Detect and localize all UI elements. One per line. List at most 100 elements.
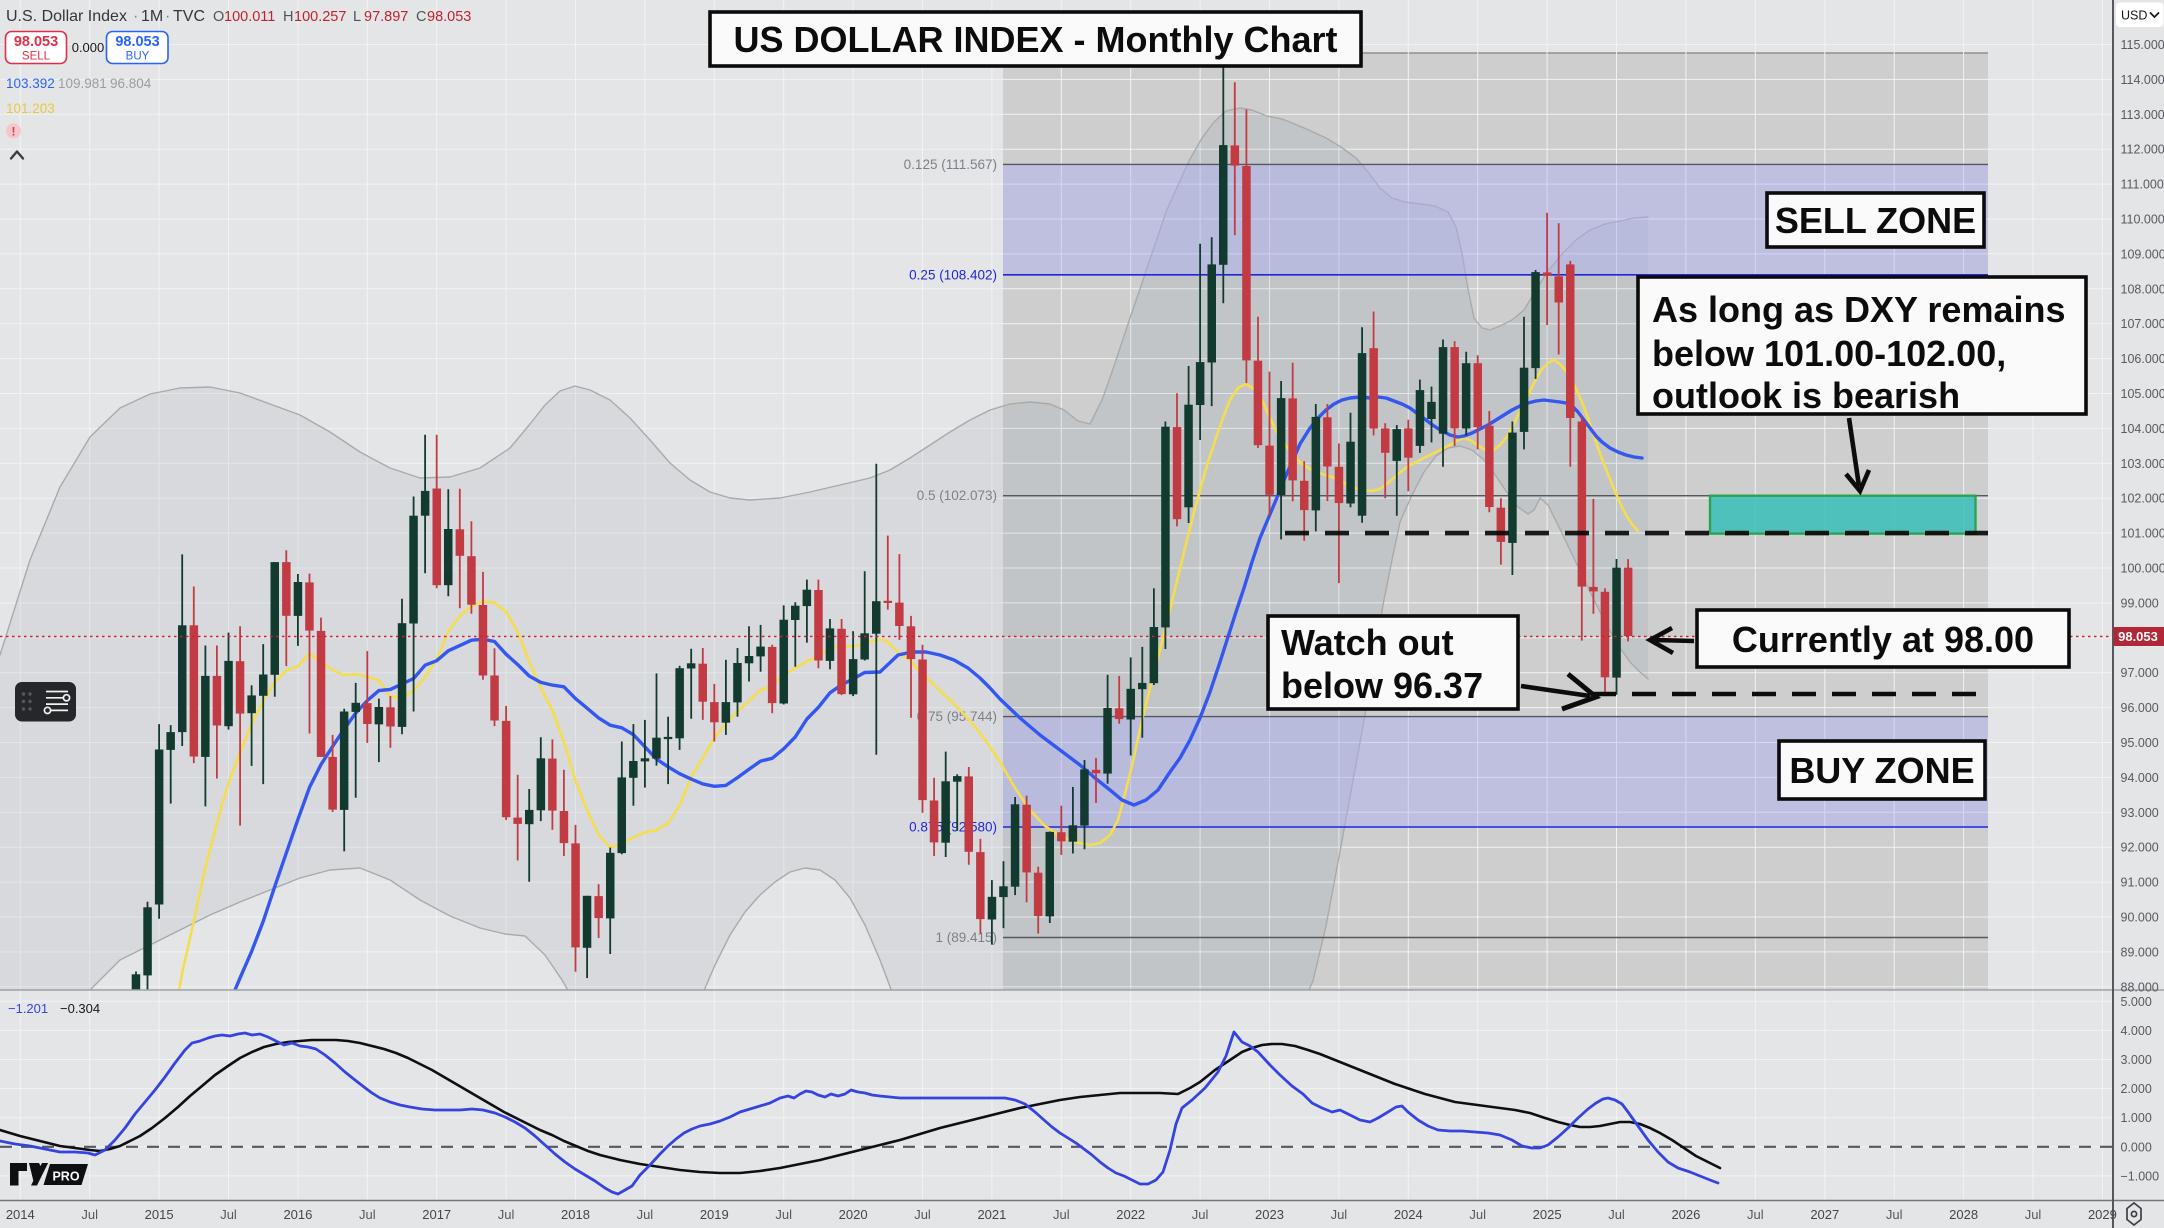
svg-text:109.981: 109.981	[58, 76, 107, 91]
svg-text:Watch out: Watch out	[1281, 622, 1454, 663]
svg-text:100.000: 100.000	[2121, 562, 2164, 576]
svg-text:107.000: 107.000	[2121, 317, 2164, 331]
svg-text:Jul: Jul	[359, 1207, 376, 1222]
svg-text:2015: 2015	[145, 1207, 174, 1222]
svg-text:93.000: 93.000	[2121, 806, 2159, 820]
svg-text:2028: 2028	[1949, 1207, 1978, 1222]
svg-text:−1.000: −1.000	[2121, 1169, 2160, 1183]
svg-text:2023: 2023	[1255, 1207, 1284, 1222]
svg-text:Jul: Jul	[220, 1207, 237, 1222]
svg-text:Jul: Jul	[1886, 1207, 1903, 1222]
svg-text:below 101.00-102.00,: below 101.00-102.00,	[1652, 333, 2006, 374]
svg-text:0.000: 0.000	[72, 40, 105, 55]
svg-text:outlook is bearish: outlook is bearish	[1652, 375, 1960, 416]
svg-text:104.000: 104.000	[2121, 422, 2164, 436]
svg-text:112.000: 112.000	[2121, 143, 2164, 157]
svg-text:3.000: 3.000	[2121, 1053, 2152, 1067]
svg-text:2027: 2027	[1810, 1207, 1839, 1222]
svg-text:2019: 2019	[700, 1207, 729, 1222]
svg-text:2018: 2018	[561, 1207, 590, 1222]
svg-text:2014: 2014	[6, 1207, 35, 1222]
svg-text:98.053: 98.053	[14, 34, 58, 50]
svg-text:115.000: 115.000	[2121, 38, 2164, 52]
svg-text:102.000: 102.000	[2121, 492, 2164, 506]
svg-text:Jul: Jul	[1747, 1207, 1764, 1222]
svg-text:0.75 (95.744): 0.75 (95.744)	[917, 709, 997, 724]
svg-text:Jul: Jul	[2025, 1207, 2042, 1222]
svg-text:BUY: BUY	[126, 51, 150, 63]
svg-text:114.000: 114.000	[2121, 73, 2164, 87]
svg-text:−1.201: −1.201	[8, 1001, 48, 1016]
svg-text:·: ·	[133, 8, 138, 25]
svg-text:0.125 (111.567): 0.125 (111.567)	[904, 157, 997, 172]
svg-text:91.000: 91.000	[2121, 876, 2159, 890]
svg-text:1M: 1M	[141, 8, 163, 25]
svg-text:O: O	[213, 9, 224, 25]
svg-text:L: L	[353, 9, 361, 25]
svg-text:Jul: Jul	[498, 1207, 515, 1222]
svg-text:1.000: 1.000	[2121, 1111, 2152, 1125]
svg-text:below 96.37: below 96.37	[1281, 665, 1483, 706]
svg-text:0.875 (92.580): 0.875 (92.580)	[909, 820, 997, 835]
svg-text:Jul: Jul	[775, 1207, 792, 1222]
svg-text:2021: 2021	[977, 1207, 1006, 1222]
svg-text:98.053: 98.053	[2118, 629, 2158, 644]
svg-text:BUY ZONE: BUY ZONE	[1789, 750, 1974, 791]
svg-text:97.897: 97.897	[364, 9, 408, 25]
svg-text:88.000: 88.000	[2121, 980, 2159, 994]
svg-text:92.000: 92.000	[2121, 841, 2159, 855]
svg-text:SELL ZONE: SELL ZONE	[1775, 200, 1976, 241]
svg-text:96.000: 96.000	[2121, 701, 2159, 715]
svg-text:Jul: Jul	[1331, 1207, 1348, 1222]
svg-text:98.053: 98.053	[115, 34, 159, 50]
svg-text:Jul: Jul	[637, 1207, 654, 1222]
svg-text:US DOLLAR INDEX - Monthly Char: US DOLLAR INDEX - Monthly Chart	[734, 19, 1338, 60]
svg-text:99.000: 99.000	[2121, 596, 2159, 610]
svg-text:2025: 2025	[1533, 1207, 1562, 1222]
svg-text:PRO: PRO	[52, 1170, 79, 1184]
svg-text:·: ·	[165, 8, 170, 25]
svg-text:2.000: 2.000	[2121, 1082, 2152, 1096]
svg-text:Jul: Jul	[81, 1207, 98, 1222]
svg-text:USD: USD	[2121, 9, 2147, 23]
svg-text:2029: 2029	[2088, 1207, 2117, 1222]
svg-text:2026: 2026	[1671, 1207, 1700, 1222]
svg-text:106.000: 106.000	[2121, 352, 2164, 366]
svg-text:2022: 2022	[1116, 1207, 1145, 1222]
svg-text:111.000: 111.000	[2121, 178, 2164, 192]
svg-text:103.392: 103.392	[6, 76, 55, 91]
svg-text:U.S. Dollar Index: U.S. Dollar Index	[6, 8, 127, 25]
svg-text:0.5 (102.073): 0.5 (102.073)	[917, 488, 997, 503]
svg-text:Jul: Jul	[1053, 1207, 1070, 1222]
svg-text:1 (89.415): 1 (89.415)	[935, 930, 997, 945]
svg-text:108.000: 108.000	[2121, 282, 2164, 296]
svg-text:0.25 (108.402): 0.25 (108.402)	[909, 267, 997, 282]
svg-text:!: !	[12, 125, 16, 139]
svg-text:2020: 2020	[839, 1207, 868, 1222]
svg-text:109.000: 109.000	[2121, 247, 2164, 261]
svg-text:As long as DXY remains: As long as DXY remains	[1652, 289, 2066, 330]
svg-text:2016: 2016	[283, 1207, 312, 1222]
svg-text:101.203: 101.203	[6, 101, 55, 116]
svg-text:Jul: Jul	[1192, 1207, 1209, 1222]
svg-text:2017: 2017	[422, 1207, 451, 1222]
svg-text:100.011: 100.011	[224, 9, 275, 25]
svg-text:4.000: 4.000	[2121, 1024, 2152, 1038]
svg-text:5.000: 5.000	[2121, 995, 2152, 1009]
svg-text:−0.304: −0.304	[60, 1001, 100, 1016]
svg-text:Jul: Jul	[1608, 1207, 1625, 1222]
svg-text:110.000: 110.000	[2121, 213, 2164, 227]
svg-text:Jul: Jul	[1469, 1207, 1486, 1222]
svg-text:101.000: 101.000	[2121, 527, 2164, 541]
svg-text:SELL: SELL	[22, 51, 51, 63]
svg-text:H: H	[283, 9, 293, 25]
svg-text:95.000: 95.000	[2121, 736, 2159, 750]
svg-text:Jul: Jul	[914, 1207, 931, 1222]
svg-text:97.000: 97.000	[2121, 666, 2159, 680]
svg-text:C: C	[416, 9, 426, 25]
svg-text:89.000: 89.000	[2121, 945, 2159, 959]
svg-text:105.000: 105.000	[2121, 387, 2164, 401]
svg-text:98.053: 98.053	[427, 9, 471, 25]
svg-text:TVC: TVC	[173, 8, 205, 25]
svg-text:94.000: 94.000	[2121, 771, 2159, 785]
